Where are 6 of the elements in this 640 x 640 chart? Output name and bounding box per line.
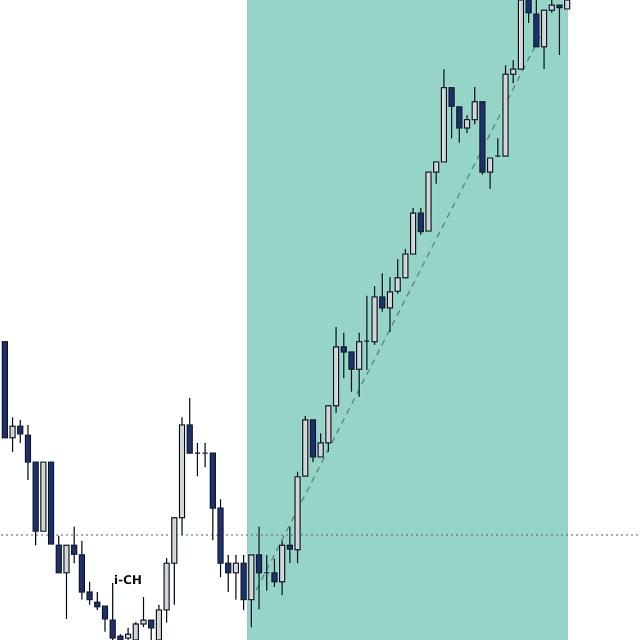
candlestick [202, 442, 208, 468]
candlestick [494, 138, 501, 157]
candlestick [194, 442, 201, 477]
candlestick [364, 295, 370, 371]
candlestick [264, 554, 270, 592]
annotation: i-CH [114, 573, 142, 587]
